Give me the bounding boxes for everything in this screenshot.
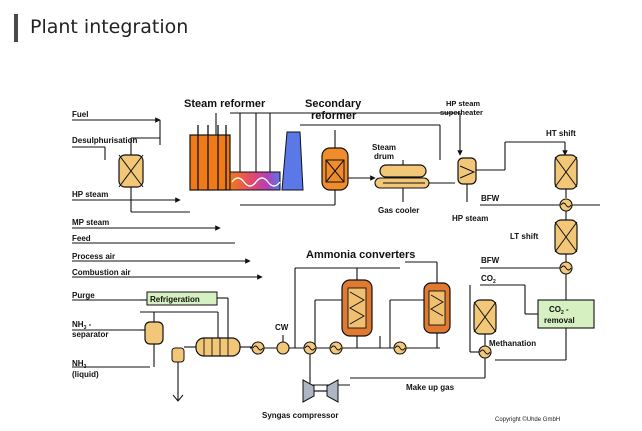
label-hp-steam-right: HP steam — [452, 214, 488, 223]
label-separator: separator — [72, 330, 108, 339]
methanation-reactor — [350, 285, 497, 379]
label-hp-steam-left: HP steam — [72, 190, 108, 199]
label-nh3-liquid: NH3 — [72, 359, 87, 370]
syngas-compressor — [302, 379, 339, 403]
label-methanation: Methanation — [489, 339, 536, 348]
steam-drum — [374, 160, 455, 202]
label-co2-removal-2: removal — [544, 316, 575, 325]
label-bfw-2: BFW — [481, 256, 500, 265]
left-feed-lines — [72, 117, 263, 368]
header-accent-bar — [14, 14, 18, 42]
lt-shift-converter — [480, 219, 578, 300]
heat-exchanger-row — [251, 335, 407, 355]
steam-reformer — [189, 113, 304, 191]
label-co2-removal-1: CO2 - — [549, 305, 569, 316]
label-process-air: Process air — [72, 252, 115, 261]
label-mp-steam: MP steam — [72, 218, 109, 227]
label-liquid: (liquid) — [72, 370, 99, 379]
label-desulphurisation: Desulphurisation — [72, 136, 137, 145]
label-hp-steam-superheater-1: HP steam — [446, 99, 480, 108]
label-ht-shift: HT shift — [546, 129, 576, 138]
label-feed: Feed — [72, 234, 91, 243]
label-purge: Purge — [72, 291, 95, 300]
ammonia-converter-2 — [405, 261, 451, 348]
label-bfw-1: BFW — [481, 194, 500, 203]
label-reformer: reformer — [311, 110, 357, 122]
label-fuel: Fuel — [72, 110, 88, 119]
label-gas-cooler: Gas cooler — [378, 206, 419, 215]
label-lt-shift: LT shift — [510, 232, 539, 241]
label-syngas-compressor: Syngas compressor — [262, 411, 338, 420]
chiller-exchanger — [184, 337, 252, 357]
co2-removal-unit — [480, 284, 595, 361]
top-lines — [230, 112, 463, 181]
label-secondary: Secondary — [305, 98, 362, 110]
ammonia-converter-1 — [341, 268, 373, 348]
label-make-up-gas: Make up gas — [406, 383, 455, 392]
page-title: Plant integration — [30, 16, 189, 38]
secondary-reformer — [240, 130, 349, 206]
label-steam-reformer: Steam reformer — [184, 98, 266, 110]
label-nh3-separator: NH3 - — [72, 320, 92, 331]
label-refrigeration: Refrigeration — [150, 295, 200, 304]
label-combustion-air: Combustion air — [72, 268, 131, 277]
label-cw: CW — [275, 323, 289, 332]
refrigeration-unit — [140, 291, 229, 340]
label-steam-drum-2: drum — [374, 152, 394, 161]
nh3-separator — [140, 312, 185, 402]
desulphurisation-vessel — [118, 137, 190, 213]
ht-shift-converter — [480, 154, 600, 220]
hp-steam-superheater — [457, 141, 568, 202]
label-ammonia-converters: Ammonia converters — [306, 249, 415, 261]
label-copyright: Copyright ©Uhde GmbH — [495, 416, 560, 423]
label-co2: CO2 — [481, 274, 496, 285]
label-steam-drum-1: Steam — [372, 143, 396, 152]
label-hp-steam-superheater-2: superheater — [440, 108, 483, 117]
